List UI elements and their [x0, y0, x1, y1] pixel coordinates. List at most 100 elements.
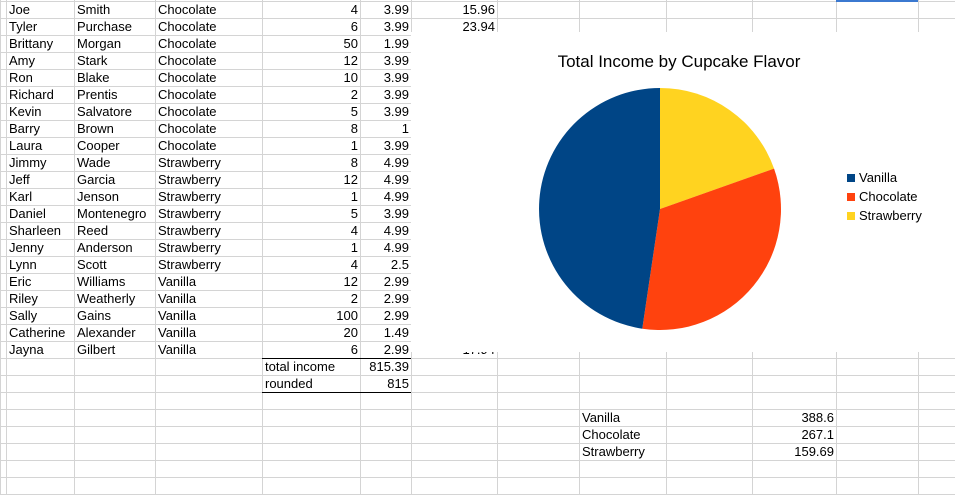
quantity-cell[interactable]: 4 — [350, 257, 358, 272]
first-name-cell[interactable]: Tyler — [9, 19, 38, 34]
price-cell[interactable]: 3.99 — [383, 104, 409, 119]
first-name-cell[interactable]: Karl — [9, 189, 33, 204]
total-income-label[interactable]: total income — [265, 359, 336, 374]
first-name-cell[interactable]: Sharleen — [9, 223, 62, 238]
flavor-cell[interactable]: Chocolate — [158, 70, 217, 85]
pie-slice-strawberry[interactable] — [660, 88, 775, 209]
flavor-cell[interactable]: Chocolate — [158, 138, 217, 153]
last-name-cell[interactable]: Smith — [77, 2, 111, 17]
summary-value-cell[interactable]: 267.1 — [801, 427, 834, 442]
first-name-cell[interactable]: Jayna — [9, 342, 44, 357]
last-name-cell[interactable]: Alexander — [77, 325, 136, 340]
price-cell[interactable]: 1.49 — [383, 325, 409, 340]
last-name-cell[interactable]: Purchase — [77, 19, 132, 34]
rounded-value[interactable]: 815 — [387, 376, 409, 391]
summary-flavor-cell[interactable]: Chocolate — [582, 427, 641, 442]
quantity-cell[interactable]: 1 — [350, 240, 358, 255]
flavor-cell[interactable]: Strawberry — [158, 257, 221, 272]
first-name-cell[interactable]: Amy — [9, 53, 35, 68]
flavor-cell[interactable]: Chocolate — [158, 53, 217, 68]
price-cell[interactable]: 2.99 — [383, 342, 409, 357]
first-name-cell[interactable]: Lynn — [9, 257, 37, 272]
summary-flavor-cell[interactable]: Vanilla — [582, 410, 621, 425]
quantity-cell[interactable]: 6 — [350, 19, 358, 34]
flavor-cell[interactable]: Strawberry — [158, 155, 221, 170]
quantity-cell[interactable]: 4 — [350, 223, 358, 238]
price-cell[interactable]: 2.5 — [390, 257, 409, 272]
quantity-cell[interactable]: 50 — [343, 36, 358, 51]
quantity-cell[interactable]: 12 — [343, 172, 358, 187]
quantity-cell[interactable]: 8 — [350, 155, 358, 170]
first-name-cell[interactable]: Barry — [9, 121, 41, 136]
first-name-cell[interactable]: Jenny — [9, 240, 44, 255]
price-cell[interactable]: 4.99 — [383, 223, 409, 238]
pie-slice-chocolate[interactable] — [642, 168, 781, 330]
first-name-cell[interactable]: Daniel — [9, 206, 46, 221]
flavor-cell[interactable]: Vanilla — [158, 274, 197, 289]
summary-value-cell[interactable]: 159.69 — [794, 444, 834, 459]
price-cell[interactable]: 3.99 — [383, 2, 409, 17]
summary-value-cell[interactable]: 388.6 — [801, 410, 834, 425]
pie-slice-vanilla[interactable] — [539, 88, 660, 329]
price-cell[interactable]: 1.99 — [383, 36, 409, 51]
last-name-cell[interactable]: Anderson — [77, 240, 133, 255]
flavor-cell[interactable]: Strawberry — [158, 240, 221, 255]
quantity-cell[interactable]: 5 — [350, 104, 358, 119]
first-name-cell[interactable]: Eric — [9, 274, 32, 289]
price-cell[interactable]: 3.99 — [383, 53, 409, 68]
last-name-cell[interactable]: Blake — [77, 70, 110, 85]
quantity-cell[interactable]: 20 — [343, 325, 358, 340]
last-name-cell[interactable]: Wade — [77, 155, 111, 170]
flavor-cell[interactable]: Vanilla — [158, 325, 197, 340]
first-name-cell[interactable]: Laura — [9, 138, 43, 153]
last-name-cell[interactable]: Gilbert — [77, 342, 116, 357]
flavor-cell[interactable]: Chocolate — [158, 19, 217, 34]
price-cell[interactable]: 4.99 — [383, 155, 409, 170]
last-name-cell[interactable]: Morgan — [77, 36, 122, 51]
quantity-cell[interactable]: 4 — [350, 2, 358, 17]
flavor-cell[interactable]: Strawberry — [158, 223, 221, 238]
first-name-cell[interactable]: Riley — [9, 291, 38, 306]
last-name-cell[interactable]: Brown — [77, 121, 114, 136]
income-cell[interactable]: 15.96 — [462, 2, 495, 17]
quantity-cell[interactable]: 2 — [350, 291, 358, 306]
quantity-cell[interactable]: 10 — [343, 70, 358, 85]
quantity-cell[interactable]: 2 — [350, 87, 358, 102]
flavor-cell[interactable]: Chocolate — [158, 2, 217, 17]
first-name-cell[interactable]: Catherine — [9, 325, 66, 340]
flavor-cell[interactable]: Strawberry — [158, 189, 221, 204]
first-name-cell[interactable]: Ron — [9, 70, 33, 85]
quantity-cell[interactable]: 12 — [343, 274, 358, 289]
last-name-cell[interactable]: Cooper — [77, 138, 120, 153]
flavor-cell[interactable]: Vanilla — [158, 342, 197, 357]
flavor-cell[interactable]: Chocolate — [158, 87, 217, 102]
flavor-cell[interactable]: Strawberry — [158, 172, 221, 187]
total-income-value[interactable]: 815.39 — [369, 359, 409, 374]
price-cell[interactable]: 3.99 — [383, 19, 409, 34]
price-cell[interactable]: 4.99 — [383, 240, 409, 255]
last-name-cell[interactable]: Reed — [77, 223, 109, 238]
first-name-cell[interactable]: Kevin — [9, 104, 42, 119]
flavor-cell[interactable]: Strawberry — [158, 206, 221, 221]
last-name-cell[interactable]: Garcia — [77, 172, 116, 187]
price-cell[interactable]: 1 — [401, 121, 409, 136]
flavor-cell[interactable]: Chocolate — [158, 36, 217, 51]
flavor-cell[interactable]: Vanilla — [158, 308, 197, 323]
last-name-cell[interactable]: Weatherly — [77, 291, 136, 306]
rounded-label[interactable]: rounded — [265, 376, 313, 391]
first-name-cell[interactable]: Jimmy — [9, 155, 47, 170]
quantity-cell[interactable]: 6 — [350, 342, 358, 357]
quantity-cell[interactable]: 1 — [350, 138, 358, 153]
price-cell[interactable]: 3.99 — [383, 70, 409, 85]
quantity-cell[interactable]: 5 — [350, 206, 358, 221]
flavor-cell[interactable]: Chocolate — [158, 121, 217, 136]
income-cell[interactable]: 23.94 — [462, 19, 495, 34]
first-name-cell[interactable]: Sally — [9, 308, 38, 323]
last-name-cell[interactable]: Salvatore — [77, 104, 132, 119]
price-cell[interactable]: 3.99 — [383, 87, 409, 102]
first-name-cell[interactable]: Brittany — [9, 36, 54, 51]
flavor-cell[interactable]: Vanilla — [158, 291, 197, 306]
price-cell[interactable]: 3.99 — [383, 138, 409, 153]
last-name-cell[interactable]: Williams — [77, 274, 126, 289]
summary-flavor-cell[interactable]: Strawberry — [582, 444, 645, 459]
